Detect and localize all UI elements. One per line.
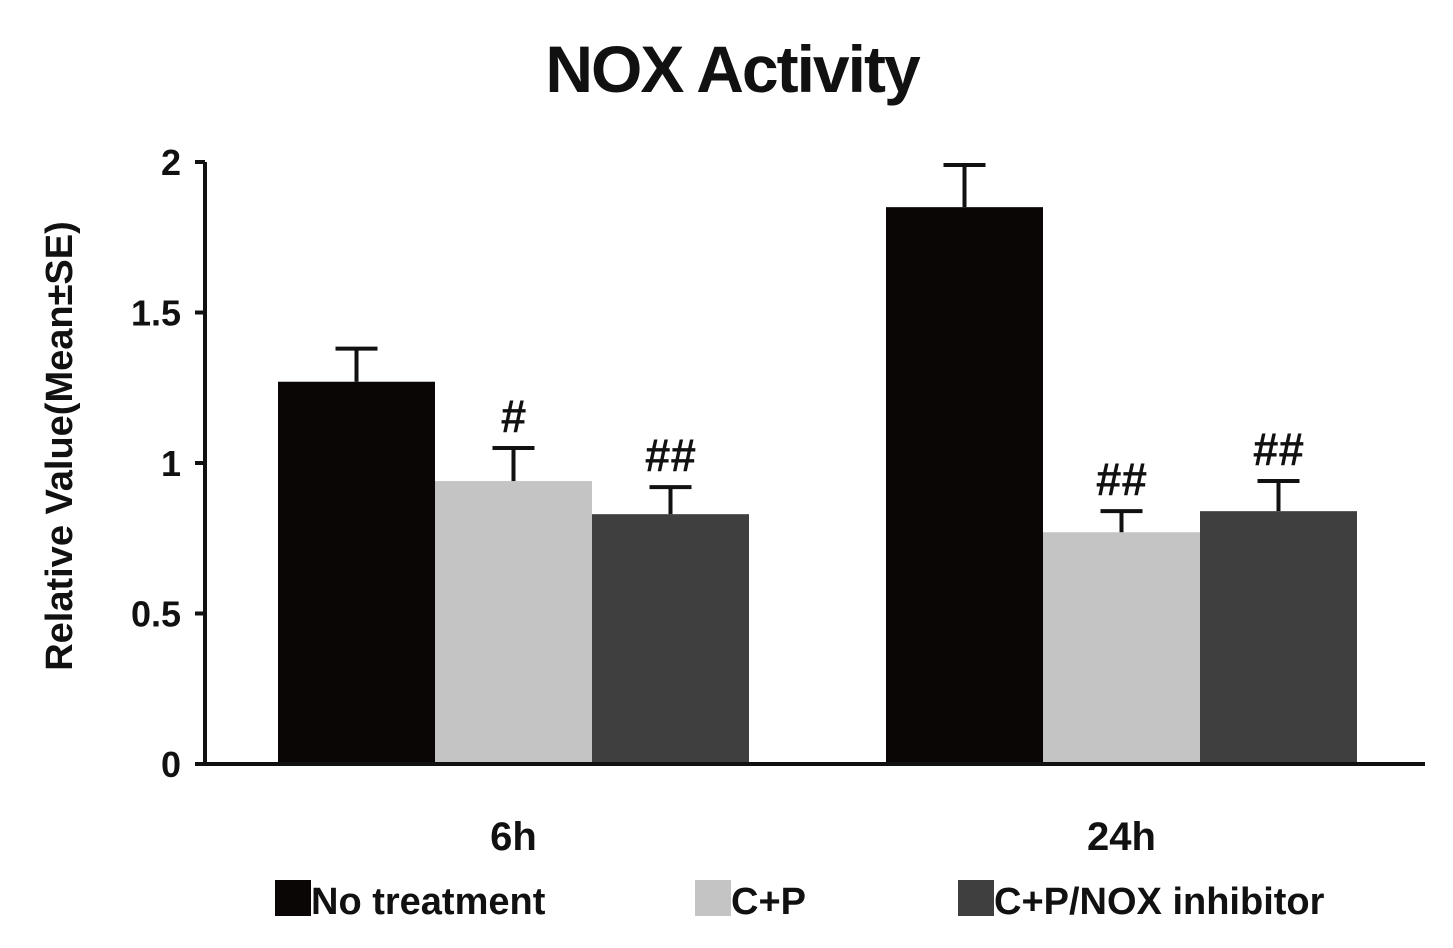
legend-swatch <box>958 880 994 916</box>
legend-item-c-p: C+P <box>695 880 806 923</box>
error-bar-no-treatment-6h <box>335 346 378 382</box>
legend-item-no-treatment: No treatment <box>275 880 546 923</box>
error-bar-c-p-nox-inhibitor-6h <box>649 485 692 515</box>
legend-swatch <box>275 880 311 916</box>
y-ticks-layer: 0 0.5 1 1.5 2 <box>131 142 205 785</box>
bar-no-treatment-24h <box>886 207 1043 764</box>
chart-title: NOX Activity <box>545 32 921 106</box>
y-axis-label: Relative Value(Mean±SE) <box>39 221 81 671</box>
legend-item-c-p-nox-inhibitor: C+P/NOX inhibitor <box>958 880 1325 923</box>
error-bar-c-p-nox-inhibitor-24h <box>1257 479 1300 512</box>
y-tick-label: 1 <box>161 443 181 484</box>
y-tick-label: 2 <box>161 142 181 183</box>
legend-label: No treatment <box>311 881 546 923</box>
y-tick-label: 0 <box>161 744 181 785</box>
legend-label: C+P <box>731 881 806 923</box>
y-tick-label: 1.5 <box>131 293 181 334</box>
legend-swatch <box>695 880 731 916</box>
bar-c-p-6h <box>435 481 592 764</box>
significance-marker: ## <box>1253 423 1304 475</box>
bar-no-treatment-6h <box>278 381 435 764</box>
legend: No treatment C+P C+P/NOX inhibitor <box>275 880 1325 923</box>
annotations-layer: ##### ## <box>501 390 1304 505</box>
legend-label: C+P/NOX inhibitor <box>994 881 1325 923</box>
x-category-label: 6h <box>490 815 537 859</box>
bar-c-p-nox-inhibitor-24h <box>1200 511 1357 764</box>
error-bars-layer <box>335 163 1300 533</box>
error-bar-no-treatment-24h <box>943 163 986 208</box>
y-tick-label: 0.5 <box>131 594 181 635</box>
error-bar-c-p-24h <box>1100 509 1143 533</box>
significance-marker: ## <box>1096 453 1147 505</box>
significance-marker: ## <box>645 429 696 481</box>
x-category-label: 24h <box>1087 815 1156 859</box>
significance-marker: # <box>501 390 527 442</box>
error-bar-c-p-6h <box>492 445 535 482</box>
bar-c-p-nox-inhibitor-6h <box>592 514 749 764</box>
x-categories-layer: 6h 24h <box>490 815 1156 859</box>
bar-c-p-24h <box>1043 532 1200 764</box>
bars-layer <box>278 207 1357 764</box>
